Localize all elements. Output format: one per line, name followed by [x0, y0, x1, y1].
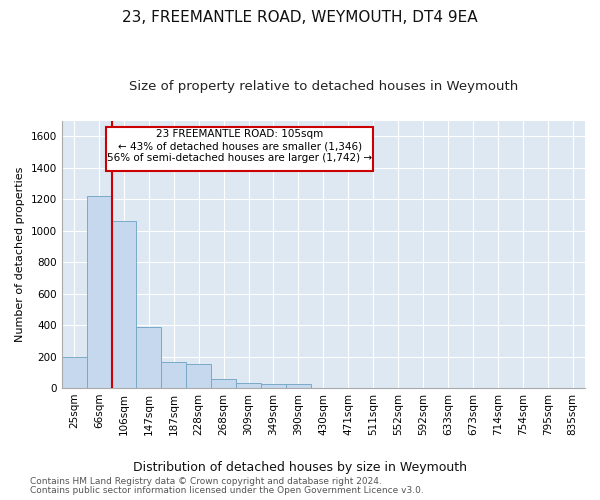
Y-axis label: Number of detached properties: Number of detached properties [15, 166, 25, 342]
Text: 23 FREEMANTLE ROAD: 105sqm: 23 FREEMANTLE ROAD: 105sqm [156, 130, 323, 140]
Bar [136, 326, 161, 388]
Bar [86, 196, 112, 388]
Bar [236, 384, 261, 388]
Text: ← 43% of detached houses are smaller (1,346): ← 43% of detached houses are smaller (1,… [118, 142, 362, 152]
Text: Contains HM Land Registry data © Crown copyright and database right 2024.: Contains HM Land Registry data © Crown c… [30, 477, 382, 486]
Bar [161, 362, 186, 388]
Bar [286, 384, 311, 388]
Bar [211, 380, 236, 388]
Bar [112, 221, 136, 388]
Text: Distribution of detached houses by size in Weymouth: Distribution of detached houses by size … [133, 461, 467, 474]
Title: Size of property relative to detached houses in Weymouth: Size of property relative to detached ho… [129, 80, 518, 93]
Bar [186, 364, 211, 388]
FancyBboxPatch shape [106, 127, 373, 172]
Text: Contains public sector information licensed under the Open Government Licence v3: Contains public sector information licen… [30, 486, 424, 495]
Bar [261, 384, 286, 388]
Bar [62, 356, 86, 388]
Text: 56% of semi-detached houses are larger (1,742) →: 56% of semi-detached houses are larger (… [107, 153, 372, 163]
Text: 23, FREEMANTLE ROAD, WEYMOUTH, DT4 9EA: 23, FREEMANTLE ROAD, WEYMOUTH, DT4 9EA [122, 10, 478, 25]
